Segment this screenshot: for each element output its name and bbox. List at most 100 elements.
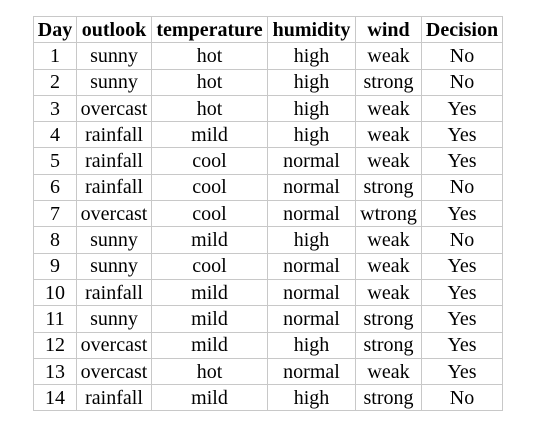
cell-wind: strong [355,68,422,96]
cell-temperature: mild [151,226,268,254]
table-row: 5 rainfall cool normal weak Yes [33,147,503,175]
cell-decision: Yes [421,147,503,175]
cell-wind: strong [355,305,422,333]
cell-decision: Yes [421,305,503,333]
table-row: 14 rainfall mild high strong No [33,384,503,412]
cell-wind: weak [355,357,422,386]
cell-humidity: high [267,331,356,359]
cell-outlook: rainfall [76,384,152,412]
cell-outlook: rainfall [76,147,152,175]
cell-decision: No [421,68,503,96]
column-header-outlook: outlook [76,15,152,44]
table-row: 6 rainfall cool normal strong No [33,173,503,202]
cell-day: 5 [33,147,77,175]
cell-decision: Yes [421,331,503,359]
cell-wind: weak [355,278,422,307]
cell-temperature: mild [151,384,268,412]
cell-wind: weak [355,42,422,70]
cell-decision: Yes [421,200,503,228]
cell-decision: No [421,42,503,70]
table-row: 3 overcast hot high weak Yes [33,94,503,123]
cell-outlook: rainfall [76,121,152,149]
cell-humidity: normal [267,252,356,280]
cell-wind: weak [355,94,422,123]
cell-outlook: overcast [76,200,152,228]
cell-decision: Yes [421,252,503,280]
cell-outlook: sunny [76,305,152,333]
cell-decision: No [421,173,503,202]
cell-decision: Yes [421,278,503,307]
cell-day: 10 [33,278,77,307]
cell-humidity: normal [267,278,356,307]
table-row: 1 sunny hot high weak No [33,42,503,70]
decision-data-table: Day outlook temperature humidity wind De… [33,15,503,412]
cell-outlook: overcast [76,331,152,359]
cell-temperature: mild [151,121,268,149]
cell-day: 8 [33,226,77,254]
cell-temperature: cool [151,173,268,202]
cell-temperature: hot [151,94,268,123]
cell-outlook: rainfall [76,173,152,202]
cell-decision: Yes [421,94,503,123]
cell-wind: strong [355,331,422,359]
table-row: 7 overcast cool normal wtrong Yes [33,200,503,228]
cell-decision: Yes [421,357,503,386]
column-header-humidity: humidity [267,15,356,44]
cell-wind: weak [355,121,422,149]
column-header-day: Day [33,15,77,44]
cell-day: 3 [33,94,77,123]
table-row: 2 sunny hot high strong No [33,68,503,96]
table-row: 8 sunny mild high weak No [33,226,503,254]
cell-outlook: overcast [76,94,152,123]
table-row: 4 rainfall mild high weak Yes [33,121,503,149]
cell-humidity: high [267,42,356,70]
cell-temperature: hot [151,357,268,386]
cell-temperature: hot [151,42,268,70]
cell-outlook: sunny [76,42,152,70]
cell-temperature: mild [151,305,268,333]
cell-humidity: normal [267,173,356,202]
cell-wind: weak [355,252,422,280]
cell-day: 1 [33,42,77,70]
cell-wind: strong [355,173,422,202]
table-body: 1 sunny hot high weak No 2 sunny hot high strong No… [33,42,503,412]
cell-temperature: hot [151,68,268,96]
cell-humidity: high [267,121,356,149]
cell-day: 6 [33,173,77,202]
cell-temperature: cool [151,252,268,280]
cell-outlook: overcast [76,357,152,386]
cell-outlook: sunny [76,252,152,280]
column-header-decision: Decision [421,15,503,44]
table-row: 13 overcast hot normal weak Yes [33,357,503,386]
cell-wind: wtrong [355,200,422,228]
cell-day: 2 [33,68,77,96]
cell-day: 12 [33,331,77,359]
header-row: Day outlook temperature humidity wind De… [33,15,503,44]
table-row: 9 sunny cool normal weak Yes [33,252,503,280]
cell-day: 13 [33,357,77,386]
cell-decision: No [421,226,503,254]
cell-temperature: mild [151,278,268,307]
cell-humidity: high [267,226,356,254]
column-header-temperature: temperature [151,15,268,44]
cell-day: 7 [33,200,77,228]
cell-day: 4 [33,121,77,149]
cell-outlook: sunny [76,226,152,254]
cell-temperature: cool [151,200,268,228]
table-row: 10 rainfall mild normal weak Yes [33,278,503,307]
cell-humidity: high [267,94,356,123]
cell-humidity: high [267,384,356,412]
cell-decision: Yes [421,121,503,149]
table-row: 11 sunny mild normal strong Yes [33,305,503,333]
table-row: 12 overcast mild high strong Yes [33,331,503,359]
cell-humidity: normal [267,200,356,228]
cell-decision: No [421,384,503,412]
cell-day: 11 [33,305,77,333]
column-header-wind: wind [355,15,422,44]
cell-outlook: rainfall [76,278,152,307]
cell-humidity: high [267,68,356,96]
cell-wind: strong [355,384,422,412]
cell-humidity: normal [267,357,356,386]
cell-outlook: sunny [76,68,152,96]
cell-humidity: normal [267,147,356,175]
